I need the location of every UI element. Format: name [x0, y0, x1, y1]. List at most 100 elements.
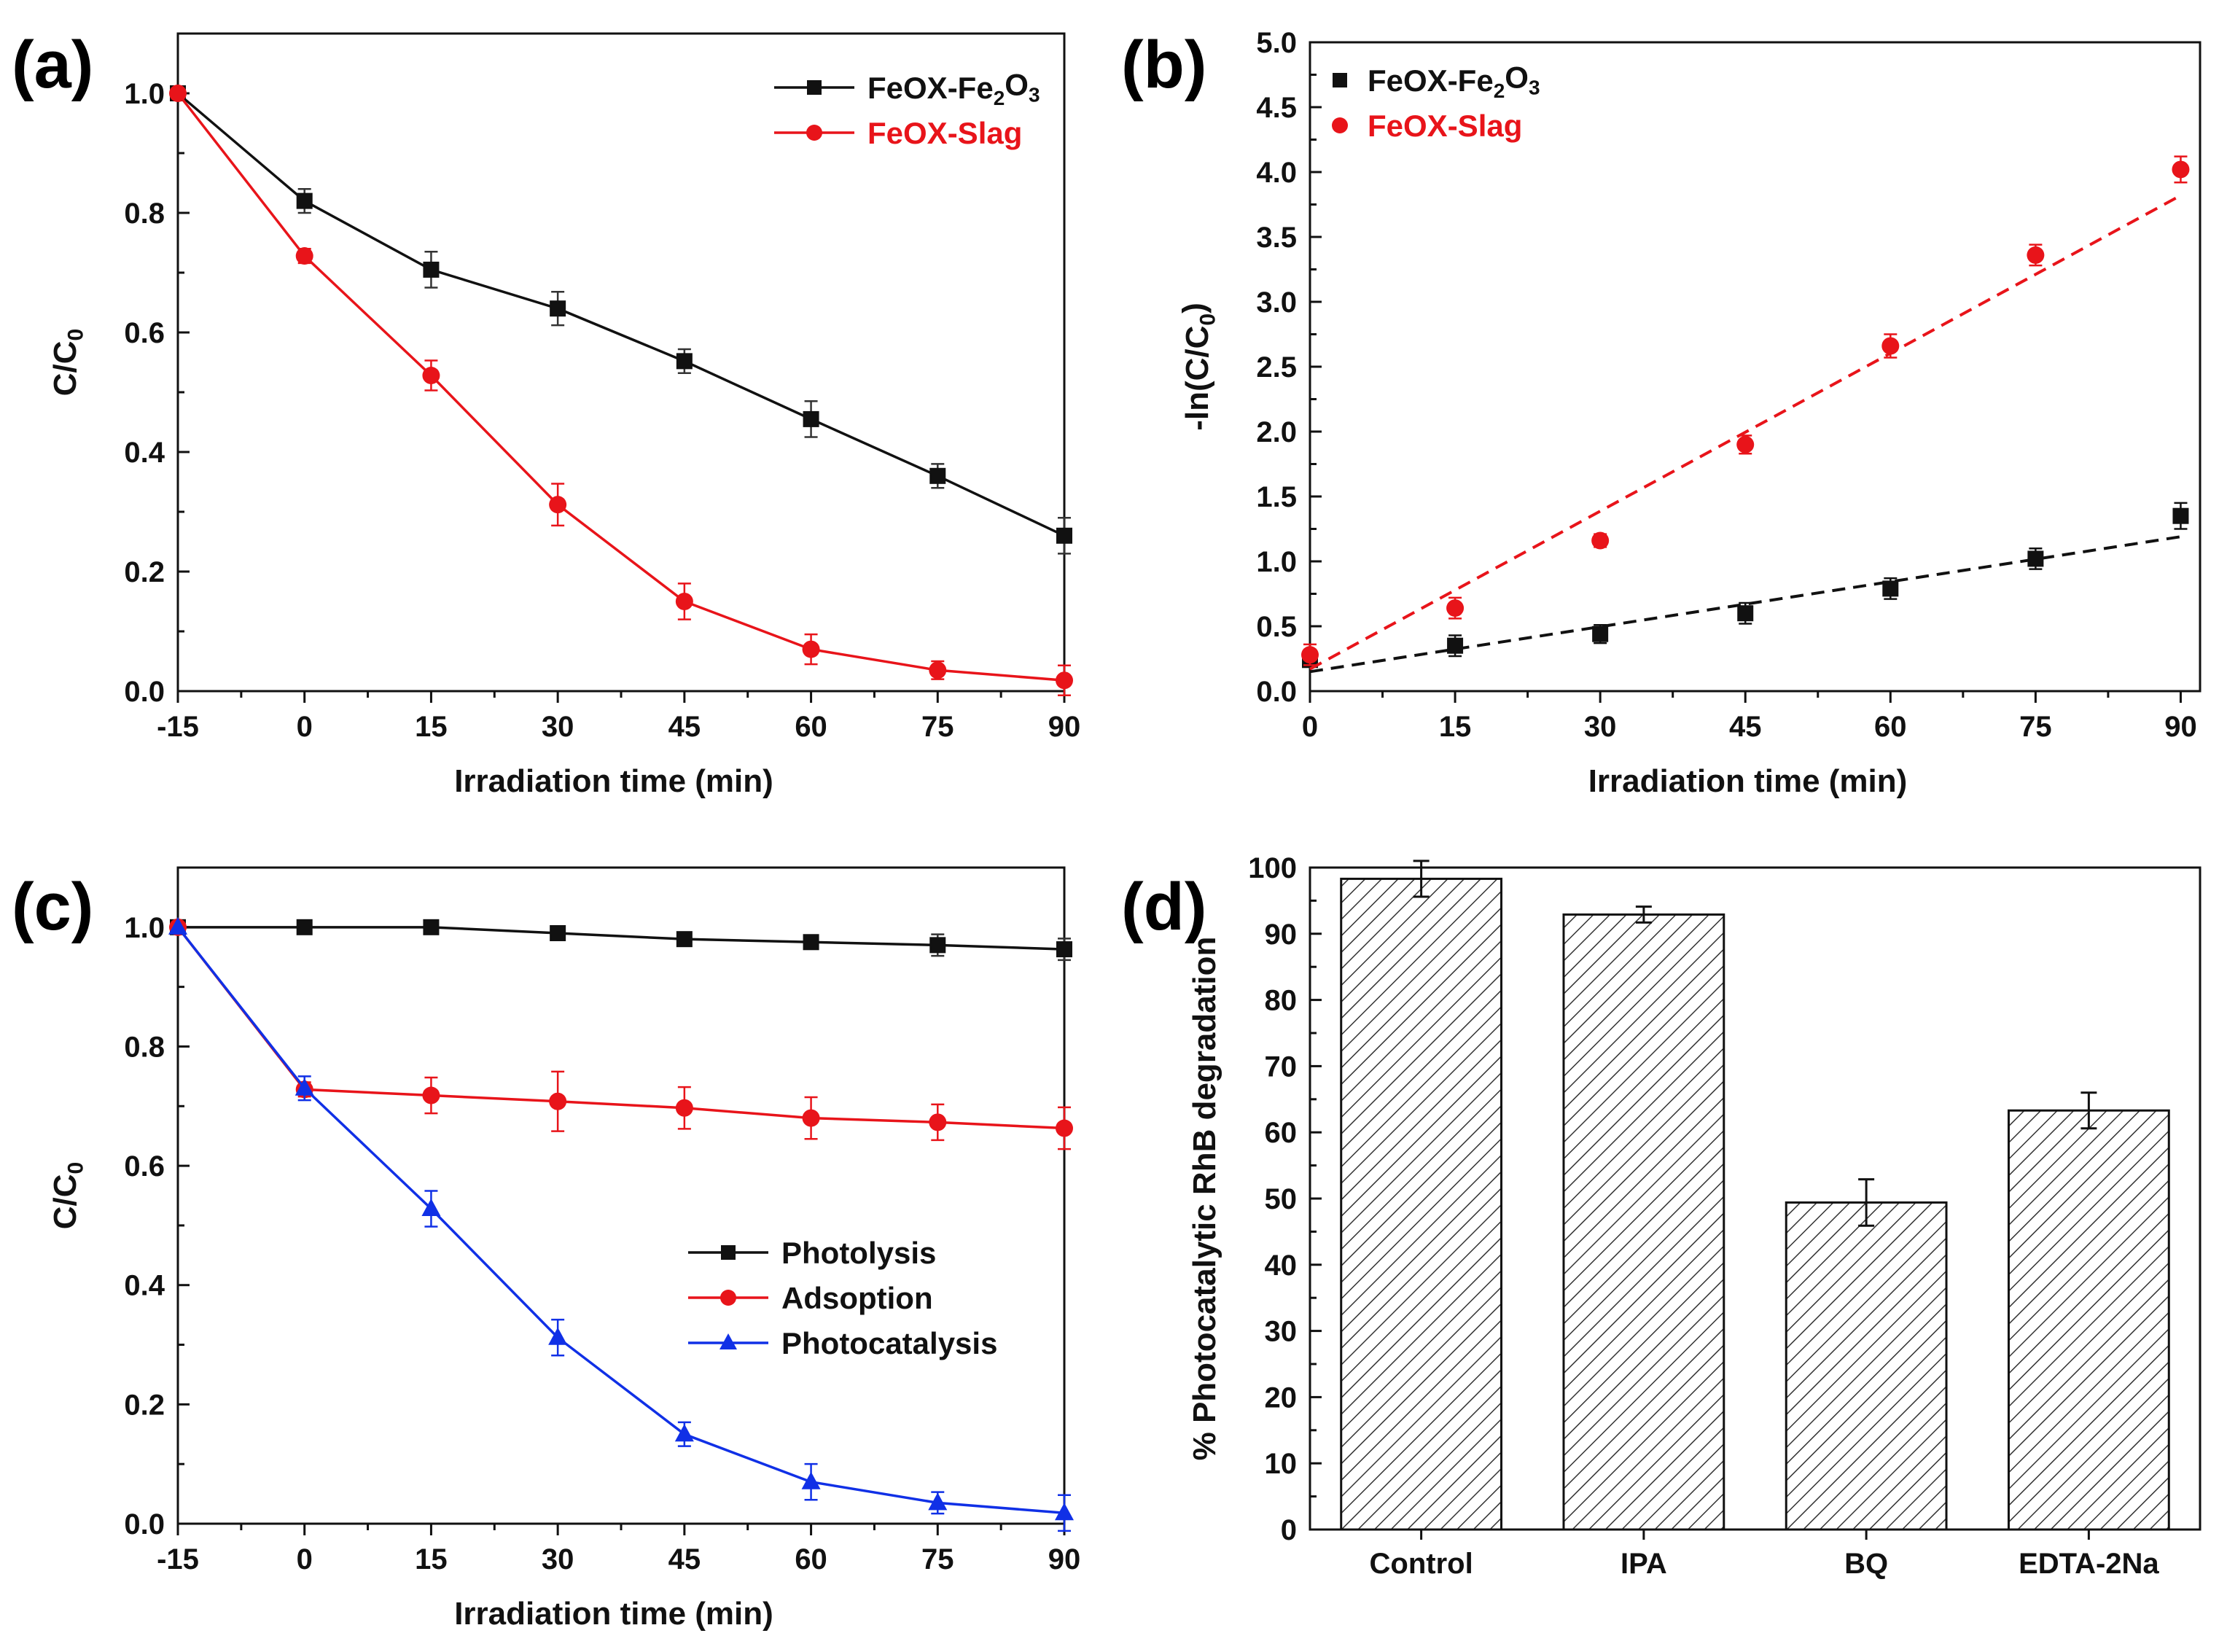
series-line	[176, 92, 1065, 682]
bar	[1340, 877, 1503, 1531]
legend-marker	[719, 1333, 737, 1349]
panel-0: (a) 0.0 0.2 0.4 0.6 0.8 1.0 C/C0 -15 0 15 30 45 60 75 9…	[12, 28, 1080, 799]
data-point	[1447, 637, 1464, 654]
data-point	[1446, 599, 1465, 617]
y-tick-label: 1.0	[1256, 546, 1297, 578]
x-tick-label: 75	[921, 1543, 954, 1575]
legend-label: FeOX-Fe2O3	[1368, 61, 1540, 102]
data-point	[1056, 671, 1073, 690]
series-FeOX-Fe2O3	[1302, 502, 2189, 674]
y-tick-label: 1.0	[124, 912, 165, 944]
data-point	[675, 1099, 693, 1117]
panel-2: (c) 0.0 0.2 0.4 0.6 0.8 1.0 C/C0 -15 0 15 30 45 60 75 9…	[12, 866, 1080, 1632]
data-point	[1737, 605, 1754, 622]
series-FeOX-Fe2O3	[170, 85, 1072, 555]
data-point	[1056, 527, 1072, 544]
data-point	[296, 919, 313, 935]
y-tick-label: 3.0	[1256, 287, 1297, 319]
data-point	[802, 640, 820, 658]
y-tick-label: 0.6	[124, 317, 165, 349]
legend-marker	[806, 125, 822, 141]
legend-marker	[720, 1290, 736, 1306]
data-point	[929, 661, 947, 679]
data-point	[550, 300, 566, 317]
y-tick-label: 80	[1265, 985, 1298, 1017]
y-tick-label: 0.8	[124, 198, 165, 230]
y-tick-label: 0.0	[1256, 676, 1297, 708]
y-tick-label: 0.4	[124, 1270, 165, 1302]
data-point	[929, 467, 946, 484]
data-point	[676, 931, 693, 948]
y-tick-label: 3.5	[1256, 222, 1297, 254]
legend-label: FeOX-Fe2O3	[867, 68, 1040, 109]
legend-label: Adsoption	[781, 1281, 933, 1315]
panel-tag: (d)	[1121, 870, 1206, 944]
data-point	[2027, 550, 2044, 567]
x-tick-label: 15	[415, 1543, 448, 1575]
y-tick-label: 0	[1281, 1514, 1297, 1546]
data-point	[169, 85, 187, 102]
x-tick-label: EDTA-2Na	[2019, 1548, 2159, 1580]
y-tick-label: 100	[1248, 852, 1297, 884]
data-point	[422, 1086, 440, 1104]
legend-marker	[1332, 117, 1348, 133]
data-point	[550, 925, 566, 941]
series-line	[176, 926, 1065, 1515]
y-tick-label: 0.0	[124, 676, 165, 708]
plot-frame	[176, 866, 1066, 1525]
data-point	[1736, 435, 1755, 453]
bar	[2007, 1109, 2170, 1531]
y-tick-label: 2.5	[1256, 351, 1297, 383]
y-tick-label: 70	[1265, 1051, 1298, 1083]
data-point	[295, 247, 313, 265]
legend-label: Photolysis	[781, 1236, 936, 1270]
data-point	[928, 1492, 948, 1511]
x-tick-label: 15	[1439, 711, 1472, 743]
data-point	[1056, 941, 1072, 958]
x-tick-label: 0	[297, 711, 313, 743]
series-FeOX-Slag	[1301, 155, 2190, 671]
y-tick-label: 1.0	[124, 78, 165, 110]
y-tick-label: 0.6	[124, 1150, 165, 1182]
x-tick-label: 75	[2019, 711, 2052, 743]
y-tick-label: 50	[1265, 1183, 1298, 1215]
data-point	[929, 937, 946, 954]
y-tick-label: 60	[1265, 1117, 1298, 1149]
y-axis-title: % Photocatalytic RhB degradation	[1187, 937, 1222, 1461]
x-tick-label: 45	[668, 1543, 701, 1575]
data-point	[674, 1424, 694, 1442]
y-axis-title: C/C0	[47, 1162, 88, 1229]
y-tick-label: 0.4	[124, 437, 165, 469]
legend-label: FeOX-Slag	[1368, 109, 1522, 143]
data-point	[1882, 580, 1899, 597]
x-tick-label: 30	[542, 1543, 574, 1575]
legend: Photolysis Adsoption Photocatalysis	[688, 1236, 997, 1360]
data-point	[675, 593, 693, 610]
data-point	[803, 410, 819, 427]
x-tick-label: 30	[542, 711, 574, 743]
data-point	[549, 1092, 567, 1110]
bar	[1785, 1201, 1948, 1531]
x-tick-label: 60	[795, 1543, 827, 1575]
y-axis-title: C/C0	[47, 329, 88, 396]
y-tick-label: 0.2	[124, 1389, 165, 1421]
legend-marker	[1333, 73, 1347, 87]
data-point	[1055, 1503, 1074, 1521]
x-tick-label: 0	[1302, 711, 1318, 743]
panel-tag: (b)	[1121, 28, 1206, 102]
x-axis-title: Irradiation time (min)	[454, 1596, 773, 1632]
data-point	[296, 192, 313, 209]
x-tick-label: 60	[795, 711, 827, 743]
series-line	[178, 926, 1065, 951]
panel-3: (d) 0 10 20 30 40 50 60 70 80 90 100 % Photocatalyti…	[1121, 852, 2202, 1580]
series-Photocatalysis	[168, 916, 1074, 1532]
legend: FeOX-Fe2O3 FeOX-Slag	[1332, 61, 1540, 143]
y-axis-title: -ln(C/C0)	[1177, 303, 1220, 431]
y-tick-label: 20	[1265, 1382, 1298, 1414]
x-tick-label: BQ	[1844, 1548, 1888, 1580]
y-tick-label: 90	[1265, 919, 1298, 951]
data-point	[1056, 1119, 1073, 1137]
y-tick-label: 0.0	[124, 1508, 165, 1540]
data-point	[548, 1327, 568, 1345]
x-axis-title: Irradiation time (min)	[1588, 763, 1908, 799]
